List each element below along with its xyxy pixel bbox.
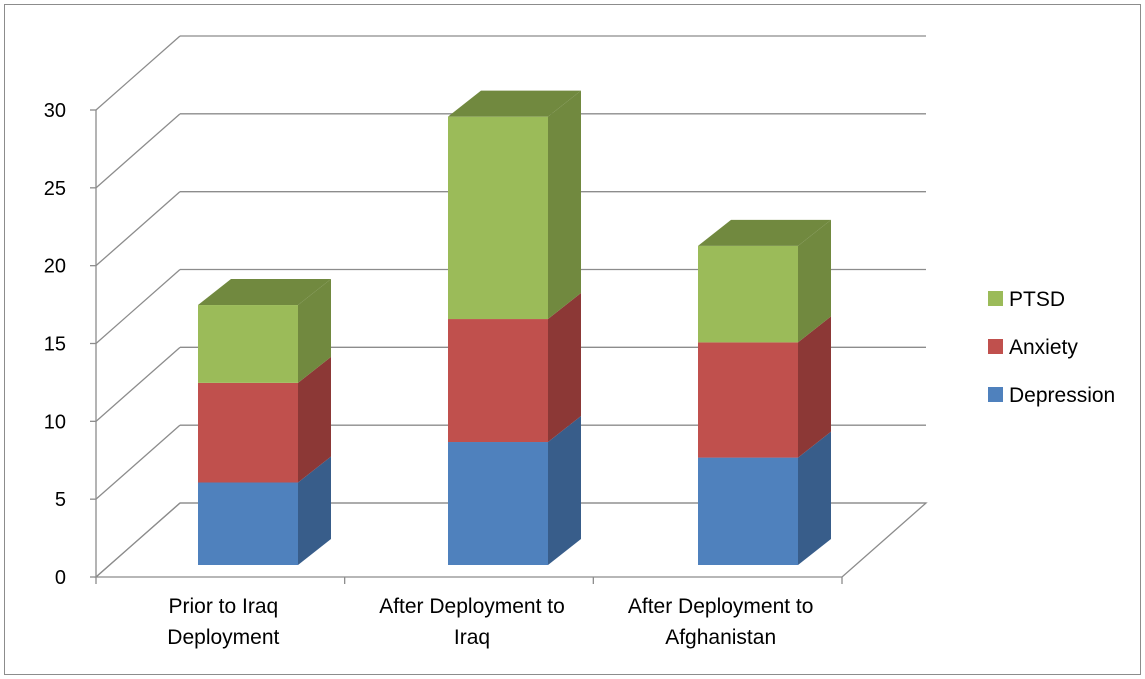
bar-anxiety-1-side bbox=[548, 293, 581, 443]
y-tick-label: 15 bbox=[44, 334, 66, 356]
bars bbox=[198, 90, 831, 565]
gridline-side bbox=[95, 346, 181, 422]
y-tick-label: 5 bbox=[55, 489, 66, 511]
gridline-side bbox=[95, 191, 181, 267]
gridline-side bbox=[95, 502, 181, 578]
axes bbox=[90, 109, 843, 584]
gridline-side bbox=[95, 113, 181, 189]
y-tick-label: 30 bbox=[44, 100, 66, 122]
legend-swatch-ptsd bbox=[988, 291, 1003, 306]
category-label: Afghanistan bbox=[665, 626, 776, 649]
y-tick-label: 20 bbox=[44, 256, 66, 278]
stacked-3d-bar-chart: 0 5 10 15 20 25 30 Prior to Iraq Deployment After… bbox=[44, 35, 1115, 649]
legend: PTSD Anxiety Depression bbox=[988, 288, 1115, 407]
bar-depression-2 bbox=[698, 457, 798, 565]
bar-depression-1-side bbox=[548, 416, 581, 565]
bar-ptsd-2-side bbox=[798, 219, 831, 343]
bar-depression-1 bbox=[448, 442, 548, 565]
bar-depression-0 bbox=[198, 482, 298, 565]
legend-swatch-anxiety bbox=[988, 339, 1003, 354]
chart-frame: 0 5 10 15 20 25 30 Prior to Iraq Deployment After… bbox=[4, 4, 1141, 675]
bar-ptsd-2 bbox=[698, 245, 798, 343]
category-label: Iraq bbox=[454, 626, 490, 649]
bar-anxiety-0 bbox=[198, 382, 298, 483]
bar-depression-2-side bbox=[798, 431, 831, 565]
gridline-side bbox=[95, 424, 181, 500]
y-tick-label: 0 bbox=[55, 567, 66, 589]
bar-ptsd-0 bbox=[198, 305, 298, 383]
bar-ptsd-1 bbox=[448, 116, 548, 320]
y-tick-label: 10 bbox=[44, 411, 66, 433]
bar-ptsd-0-side bbox=[298, 279, 331, 383]
category-label: Prior to Iraq bbox=[168, 595, 278, 618]
category-label: Deployment bbox=[167, 626, 279, 649]
legend-label-anxiety: Anxiety bbox=[1009, 336, 1078, 359]
category-label: After Deployment to bbox=[379, 595, 565, 618]
bar-ptsd-1-side bbox=[548, 90, 581, 320]
gridline-side bbox=[95, 269, 181, 344]
bar-ptsd-2-top bbox=[698, 219, 831, 246]
bar-anxiety-2 bbox=[698, 342, 798, 458]
bar-anxiety-0-side bbox=[298, 356, 331, 483]
axis-labels: 0 5 10 15 20 25 30 Prior to Iraq Deployment After… bbox=[44, 100, 814, 649]
legend-label-depression: Depression bbox=[1009, 384, 1115, 407]
gridline-side bbox=[95, 35, 181, 111]
bar-ptsd-0-top bbox=[198, 279, 331, 306]
legend-label-ptsd: PTSD bbox=[1009, 288, 1065, 311]
y-tick-label: 25 bbox=[44, 178, 66, 200]
bar-anxiety-2-side bbox=[798, 316, 831, 458]
category-label: After Deployment to bbox=[628, 595, 814, 618]
bar-ptsd-1-top bbox=[448, 90, 581, 117]
legend-swatch-depression bbox=[988, 387, 1003, 402]
bar-anxiety-1 bbox=[448, 319, 548, 443]
bar-depression-0-side bbox=[298, 456, 331, 565]
